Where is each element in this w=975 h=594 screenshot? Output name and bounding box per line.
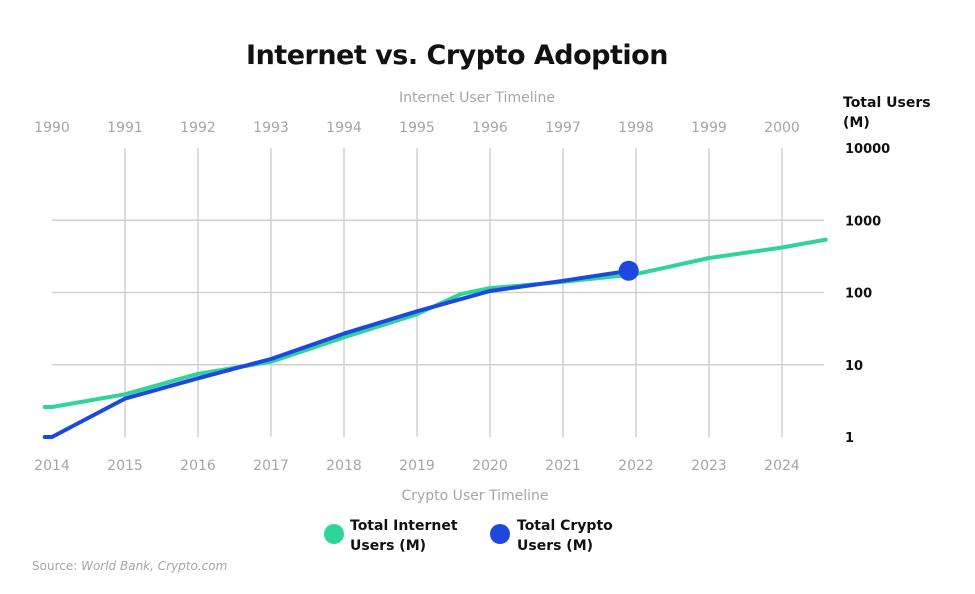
- right-tick-label: 10: [845, 359, 863, 374]
- bottom-tick-label: 2016: [180, 458, 216, 474]
- source-prefix: Source:: [32, 559, 81, 573]
- top-tick-label: 1998: [618, 120, 654, 136]
- top-tick-label: 1993: [253, 120, 289, 136]
- right-axis-title-line1: Total Users: [843, 95, 931, 111]
- top-tick-label: 1995: [399, 120, 435, 136]
- top-tick-label: 2000: [764, 120, 800, 136]
- top-tick-label: 1990: [34, 120, 70, 136]
- right-tick-label: 100: [845, 287, 872, 302]
- crypto-users-line: [42, 268, 631, 439]
- top-tick-label: 1997: [545, 120, 581, 136]
- legend-label-internet-line2: Users (M): [350, 538, 426, 554]
- bottom-tick-label: 2015: [107, 458, 143, 474]
- right-tick-label: 10000: [845, 142, 890, 157]
- right-tick-labels: 10000 1000 100 10 1: [845, 142, 890, 446]
- right-axis-title-line2: (M): [843, 115, 870, 131]
- bottom-tick-label: 2023: [691, 458, 727, 474]
- bottom-tick-label: 2020: [472, 458, 508, 474]
- top-tick-label: 1992: [180, 120, 216, 136]
- source-text: World Bank, Crypto.com: [81, 559, 227, 573]
- right-tick-label: 1: [845, 431, 854, 446]
- legend-marker-crypto: [490, 524, 510, 544]
- bottom-tick-label: 2021: [545, 458, 581, 474]
- right-tick-label: 1000: [845, 214, 881, 229]
- series-lines: [42, 237, 828, 439]
- top-tick-label: 1996: [472, 120, 508, 136]
- bottom-tick-labels: 2014 2015 2016 2017 2018 2019 2020 2021 2022 2023…: [34, 458, 800, 474]
- crypto-current-marker: [618, 260, 639, 281]
- legend: Total Internet Users (M) Total Crypto Us…: [324, 518, 613, 554]
- top-tick-label: 1991: [107, 120, 143, 136]
- legend-marker-internet: [324, 524, 344, 544]
- bottom-tick-label: 2017: [253, 458, 289, 474]
- legend-label-internet-line1: Total Internet: [350, 518, 458, 534]
- source-note: Source: World Bank, Crypto.com: [32, 559, 227, 573]
- legend-label-crypto-line1: Total Crypto: [517, 518, 613, 534]
- bottom-tick-label: 2024: [764, 458, 800, 474]
- bottom-axis-title: Crypto User Timeline: [401, 488, 548, 504]
- grid-lines: [52, 148, 824, 437]
- legend-label-crypto-line2: Users (M): [517, 538, 593, 554]
- bottom-tick-label: 2014: [34, 458, 70, 474]
- top-axis-title: Internet User Timeline: [399, 90, 555, 106]
- top-tick-labels: 1990 1991 1992 1993 1994 1995 1996 1997 1998 1999…: [34, 120, 800, 136]
- top-tick-label: 1999: [691, 120, 727, 136]
- top-tick-label: 1994: [326, 120, 362, 136]
- bottom-tick-label: 2018: [326, 458, 362, 474]
- bottom-tick-label: 2019: [399, 458, 435, 474]
- bottom-tick-label: 2022: [618, 458, 654, 474]
- chart-title: Internet vs. Crypto Adoption: [246, 40, 668, 71]
